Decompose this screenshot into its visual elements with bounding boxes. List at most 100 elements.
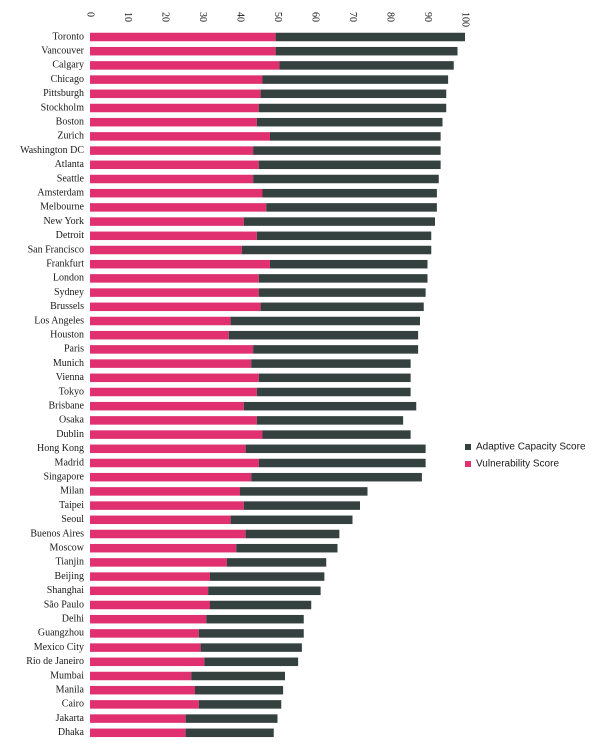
category-label: Taipei: [59, 500, 84, 511]
category-label: Sydney: [54, 287, 84, 298]
bar-adaptive-capacity: [251, 359, 411, 368]
category-label: Brussels: [50, 301, 84, 312]
bar-vulnerability: [90, 103, 259, 113]
bar-adaptive-capacity: [258, 373, 411, 383]
bar-vulnerability: [90, 700, 199, 709]
bar-adaptive-capacity: [191, 671, 285, 681]
x-tick-label: 0: [85, 12, 96, 17]
bar-adaptive-capacity: [210, 600, 312, 610]
category-label: Mumbai: [50, 670, 84, 681]
bar-vulnerability: [90, 146, 254, 155]
category-label: Atlanta: [55, 159, 85, 170]
bar-adaptive-capacity: [253, 174, 439, 184]
bar-vulnerability: [90, 401, 244, 411]
bar-adaptive-capacity: [279, 61, 454, 70]
bar-vulnerability: [90, 274, 259, 283]
category-label: Beijing: [55, 571, 84, 582]
bar-adaptive-capacity: [260, 302, 424, 312]
bar-vulnerability: [90, 685, 195, 695]
bar-adaptive-capacity: [230, 316, 420, 326]
bar-vulnerability: [90, 217, 244, 226]
bar-vulnerability: [90, 487, 240, 496]
bar-vulnerability: [90, 558, 227, 567]
bar-vulnerability: [90, 32, 276, 42]
bar-vulnerability: [90, 543, 237, 553]
bar-vulnerability: [90, 259, 270, 269]
bar-vulnerability: [90, 188, 263, 198]
category-label: Moscow: [50, 542, 85, 553]
bar-adaptive-capacity: [195, 685, 284, 695]
category-label: Amsterdam: [37, 187, 84, 198]
bar-vulnerability: [90, 728, 186, 738]
bar-vulnerability: [90, 302, 261, 312]
bar-vulnerability: [90, 345, 254, 354]
category-label: Jakarta: [56, 713, 85, 724]
category-label: Vancouver: [41, 45, 84, 56]
bar-vulnerability: [90, 515, 231, 525]
bar-vulnerability: [90, 61, 280, 70]
category-label: Dhaka: [58, 727, 85, 738]
bar-vulnerability: [90, 75, 263, 84]
category-label: Boston: [56, 116, 84, 127]
bar-vulnerability: [90, 671, 192, 681]
category-label: Pittsburgh: [43, 88, 84, 99]
category-label: Milan: [60, 486, 84, 497]
category-label: Hong Kong: [37, 443, 84, 454]
bar-vulnerability: [90, 174, 254, 184]
bar-adaptive-capacity: [258, 274, 428, 283]
bar-adaptive-capacity: [251, 472, 422, 482]
bar-adaptive-capacity: [243, 501, 360, 510]
x-tick-label: 30: [197, 12, 208, 22]
bar-adaptive-capacity: [266, 203, 437, 212]
category-label: São Paulo: [44, 599, 84, 610]
bar-adaptive-capacity: [262, 188, 437, 198]
bar-adaptive-capacity: [258, 288, 426, 297]
bar-vulnerability: [90, 643, 201, 652]
bar-adaptive-capacity: [262, 430, 411, 439]
x-tick-label: 100: [460, 12, 471, 27]
bar-adaptive-capacity: [253, 345, 419, 354]
bar-vulnerability: [90, 359, 252, 368]
category-label: Vienna: [56, 372, 85, 383]
bar-adaptive-capacity: [256, 416, 404, 425]
bar-adaptive-capacity: [185, 728, 274, 738]
bar-adaptive-capacity: [240, 487, 368, 496]
category-label: Guangzhou: [38, 628, 84, 639]
category-label: San Francisco: [28, 244, 84, 255]
bar-adaptive-capacity: [236, 543, 338, 553]
x-axis-ticks: 0 10 20 30 40 50 60 70 80 90 100: [85, 12, 471, 27]
category-label: Madrid: [55, 457, 84, 468]
bar-adaptive-capacity: [198, 629, 304, 638]
x-tick-label: 20: [160, 12, 171, 22]
category-label: Munich: [53, 358, 84, 369]
bar-adaptive-capacity: [198, 700, 282, 709]
bar-vulnerability: [90, 46, 276, 56]
bar-vulnerability: [90, 132, 270, 141]
category-label: Manila: [56, 684, 85, 695]
legend-label: Adaptive Capacity Score: [476, 442, 586, 453]
bar-vulnerability: [90, 203, 267, 212]
bar-adaptive-capacity: [228, 330, 419, 340]
bar-vulnerability: [90, 416, 257, 425]
bar-vulnerability: [90, 330, 229, 340]
category-label: Washington DC: [20, 145, 84, 156]
category-label: Houston: [50, 329, 84, 340]
bar-adaptive-capacity: [230, 515, 353, 525]
category-label: Chicago: [51, 74, 84, 85]
category-label: Delhi: [62, 613, 84, 624]
bar-adaptive-capacity: [270, 132, 441, 141]
bar-adaptive-capacity: [258, 160, 441, 170]
category-label: Los Angeles: [34, 315, 84, 326]
category-label: Melbourne: [40, 202, 84, 213]
bars-layer: [90, 32, 465, 738]
legend: Adaptive Capacity Score Vulnerability Sco…: [465, 442, 586, 470]
bar-adaptive-capacity: [245, 444, 426, 454]
x-tick-label: 50: [272, 12, 283, 22]
category-label: Seoul: [61, 514, 84, 525]
category-label: Rio de Janeiro: [26, 656, 84, 667]
bar-vulnerability: [90, 600, 210, 610]
bar-vulnerability: [90, 586, 209, 596]
x-tick-label: 10: [122, 12, 133, 22]
bar-vulnerability: [90, 288, 259, 297]
